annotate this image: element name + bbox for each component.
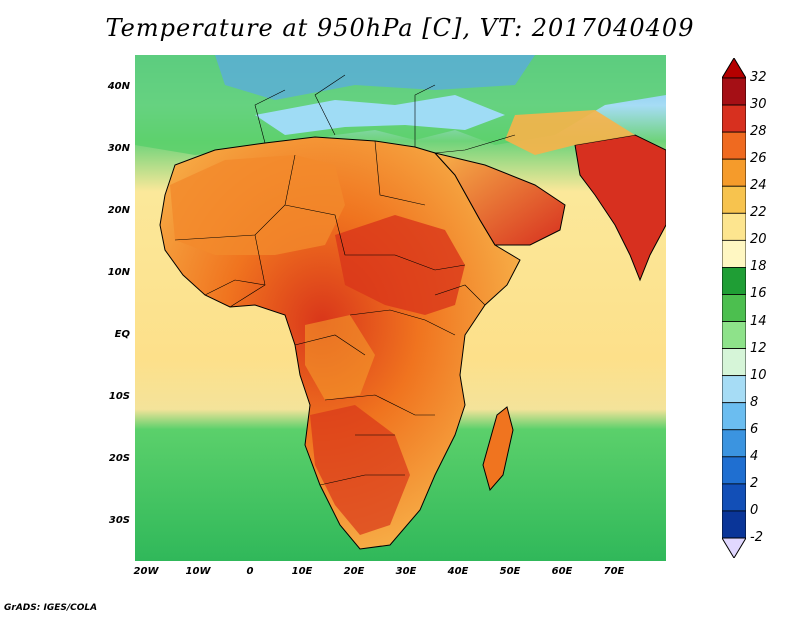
europe-blue-region — [215, 55, 535, 100]
madagascar — [482, 406, 514, 492]
lat-label: 10N — [107, 267, 130, 278]
southern-africa-hotspot — [310, 405, 410, 535]
lon-label: 60E — [551, 566, 573, 577]
lon-label: 70E — [603, 566, 625, 577]
country-borders — [174, 74, 516, 486]
colorbar-segment — [722, 402, 746, 431]
congo-basin-region — [305, 315, 375, 400]
colorbar-tick-label: 0 — [750, 502, 759, 518]
colorbar-tick-label: 16 — [750, 286, 767, 302]
colorbar-segment — [722, 321, 746, 349]
colorbar-under-arrow — [722, 537, 746, 558]
lon-label: 10E — [291, 566, 313, 577]
lon-label: 50E — [499, 566, 521, 577]
lat-label: 20N — [107, 205, 130, 216]
colorbar-tick-label: 32 — [750, 70, 767, 85]
colorbar-tick-label: 6 — [750, 421, 759, 437]
colorbar-segment — [722, 267, 746, 295]
lon-label: 40E — [447, 566, 469, 577]
colorbar-tick-label: 12 — [750, 340, 767, 356]
colorbar-segment — [722, 77, 746, 106]
colorbar-tick-label: 24 — [750, 178, 767, 194]
colorbar-tick-label: 10 — [750, 367, 767, 383]
colorbar-segment — [722, 483, 746, 512]
lat-label: 10S — [108, 391, 130, 402]
colorbar-segment — [722, 158, 746, 187]
colorbar-segment — [722, 348, 746, 377]
colorbar-segment — [722, 375, 746, 404]
lon-label: 0 — [246, 566, 254, 577]
colorbar-tick-label: 22 — [750, 205, 767, 221]
lat-label: 40N — [107, 81, 130, 92]
colorbar-tick-label: 2 — [750, 475, 759, 491]
colorbar-tick-label: -2 — [750, 530, 763, 545]
colorbar — [722, 58, 746, 558]
colorbar-tick-label: 30 — [750, 97, 767, 113]
colorbar-segment — [722, 104, 746, 133]
colorbar-segment — [722, 212, 746, 241]
iran-region — [505, 110, 635, 155]
central-africa-hotspot — [335, 215, 465, 315]
colorbar-segment — [722, 510, 746, 539]
colorbar-tick-label: 26 — [750, 151, 767, 167]
lat-label: 20S — [108, 453, 130, 464]
colorbar-tick-label: 20 — [750, 232, 767, 248]
lat-label: 30S — [108, 515, 130, 526]
colorbar-segment — [722, 294, 746, 322]
lon-label: 20E — [343, 566, 365, 577]
chart-title: Temperature at 950hPa [C], VT: 201704040… — [105, 14, 695, 42]
lon-label: 20W — [133, 566, 159, 577]
colorbar-segment — [722, 456, 746, 485]
lat-label: EQ — [114, 329, 130, 340]
colorbar-tick-label: 18 — [750, 259, 767, 275]
colorbar-segment — [722, 239, 746, 268]
lat-label: 30N — [107, 143, 130, 154]
temperature-map — [135, 55, 666, 561]
india-subcontinent — [574, 134, 666, 282]
lon-label: 30E — [395, 566, 417, 577]
arabian-peninsula — [433, 152, 566, 246]
colorbar-tick-label: 28 — [750, 124, 767, 140]
credit-text: GrADS: IGES/COLA — [4, 603, 98, 613]
colorbar-tick-label: 4 — [750, 448, 759, 464]
colorbar-segment — [722, 185, 746, 214]
mediterranean-sea — [255, 95, 505, 135]
colorbar-tick-label: 14 — [750, 313, 767, 329]
colorbar-tick-label: 8 — [750, 394, 759, 410]
colorbar-over-arrow — [722, 58, 746, 79]
colorbar-segment — [722, 429, 746, 458]
colorbar-segment — [722, 131, 746, 160]
lon-label: 10W — [185, 566, 211, 577]
sahara-region — [170, 155, 345, 255]
